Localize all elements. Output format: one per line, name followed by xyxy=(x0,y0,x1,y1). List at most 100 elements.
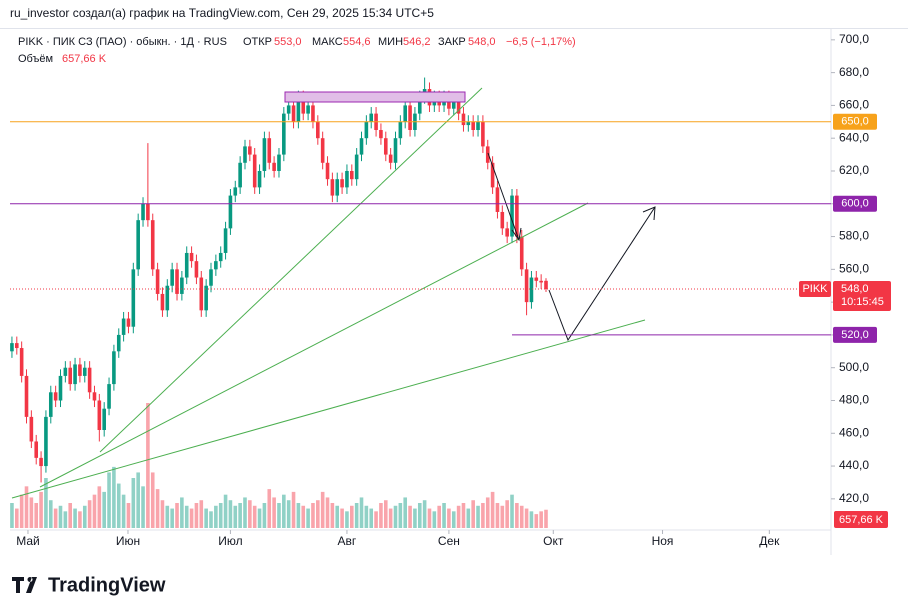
candle-body xyxy=(345,170,349,188)
candle-body xyxy=(39,457,43,467)
arrow xyxy=(548,206,656,342)
candle-body xyxy=(519,236,524,270)
volume-bar xyxy=(97,486,102,528)
volume-bar xyxy=(437,505,441,528)
attribution: ru_investor создал(а) график на TradingV… xyxy=(10,6,434,20)
candle-body xyxy=(325,162,330,180)
candle-body xyxy=(301,97,306,114)
candle-body xyxy=(354,154,359,180)
volume-bar xyxy=(311,503,315,528)
candle-body xyxy=(121,318,126,335)
volume-bar xyxy=(252,505,257,528)
candle-body xyxy=(14,343,19,349)
candle-body xyxy=(320,138,325,163)
volume-value: 657,66 K xyxy=(62,53,107,65)
candle-body xyxy=(490,162,495,188)
x-tick-label: Июл xyxy=(218,534,242,548)
volume-bar xyxy=(141,486,145,528)
ticker-badge xyxy=(799,281,831,298)
volume-bar xyxy=(534,514,539,528)
candle-body xyxy=(524,269,529,303)
volume-bar xyxy=(73,508,77,528)
volume-bar xyxy=(495,503,500,528)
volume-bar xyxy=(184,505,189,528)
volume-bar xyxy=(194,503,199,528)
candle-body xyxy=(539,280,543,283)
candle-body xyxy=(87,367,92,393)
candle-body xyxy=(112,351,116,385)
level-label: 520,0 xyxy=(841,329,869,341)
volume-bar xyxy=(58,505,63,528)
volume-bar xyxy=(257,508,262,528)
last-price-label: 548,0 xyxy=(841,283,869,295)
change: −6,5 (−1,17%) xyxy=(506,36,576,48)
volume-bar xyxy=(272,497,276,528)
level-badge xyxy=(833,113,877,130)
candle-body xyxy=(456,102,461,114)
volume-bar xyxy=(92,494,97,528)
volume-bar xyxy=(529,511,534,528)
candle-body xyxy=(44,416,48,467)
candle-body xyxy=(393,138,398,163)
candle-body xyxy=(78,364,82,376)
volume-bar xyxy=(243,497,247,528)
volume-bar xyxy=(175,503,179,528)
volume-bar xyxy=(466,508,471,528)
volume-bar xyxy=(218,503,223,528)
candle-body xyxy=(262,138,267,171)
volume-badge xyxy=(834,511,888,528)
candle-body xyxy=(403,105,408,122)
volume-bar xyxy=(63,511,68,528)
x-tick-label: Ноя xyxy=(652,534,674,548)
candle-body xyxy=(252,154,257,188)
candle-body xyxy=(170,269,174,286)
candle-body xyxy=(73,364,77,385)
candle-body xyxy=(63,367,68,376)
candle-body xyxy=(267,138,272,163)
candle-body xyxy=(379,130,383,139)
volume-bar xyxy=(116,483,121,528)
volume-bar xyxy=(471,500,475,528)
x-tick-label: Май xyxy=(16,534,40,548)
candle-body xyxy=(529,277,534,303)
symbol: PIKK · ПИК СЗ (ПАО) · обыкн. · 1Д · RUS xyxy=(18,36,227,48)
volume-bar xyxy=(282,494,286,528)
volume-bar xyxy=(223,494,228,528)
volume-bar xyxy=(374,511,378,528)
low-value: 546,2 xyxy=(403,36,431,48)
volume-bar xyxy=(296,503,301,528)
candle-body xyxy=(218,252,223,262)
volume-bar xyxy=(490,491,495,528)
candle-body xyxy=(272,162,276,171)
volume-bar xyxy=(204,508,208,528)
volume-bar xyxy=(398,503,403,528)
volume-bar xyxy=(136,472,140,528)
volume-bar xyxy=(209,511,213,528)
volume-bar xyxy=(14,508,19,528)
candle-body xyxy=(233,187,238,196)
volume-bar xyxy=(44,478,48,528)
volume-bar xyxy=(160,500,165,528)
candle-body xyxy=(82,367,87,376)
volume-bar xyxy=(539,511,543,528)
candle-body xyxy=(296,97,301,122)
volume-bar xyxy=(364,505,369,528)
volume-bar xyxy=(24,486,29,528)
volume-bar xyxy=(403,497,408,528)
volume-bar xyxy=(53,508,58,528)
candle-body xyxy=(277,154,281,171)
x-tick-label: Окт xyxy=(543,534,564,548)
candle-body xyxy=(131,269,136,327)
level-label: 650,0 xyxy=(841,116,869,128)
candle-body xyxy=(286,105,291,114)
last-price-badge xyxy=(833,281,891,312)
candle-body xyxy=(316,121,320,139)
y-tick-label: 500,0 xyxy=(839,360,869,374)
candle-body xyxy=(505,228,509,237)
candle-body xyxy=(359,138,364,155)
candle-body xyxy=(180,277,184,294)
volume-bar xyxy=(447,508,451,528)
volume-bar xyxy=(481,503,485,528)
volume-bar xyxy=(238,503,242,528)
x-tick-label: Дек xyxy=(759,534,780,548)
